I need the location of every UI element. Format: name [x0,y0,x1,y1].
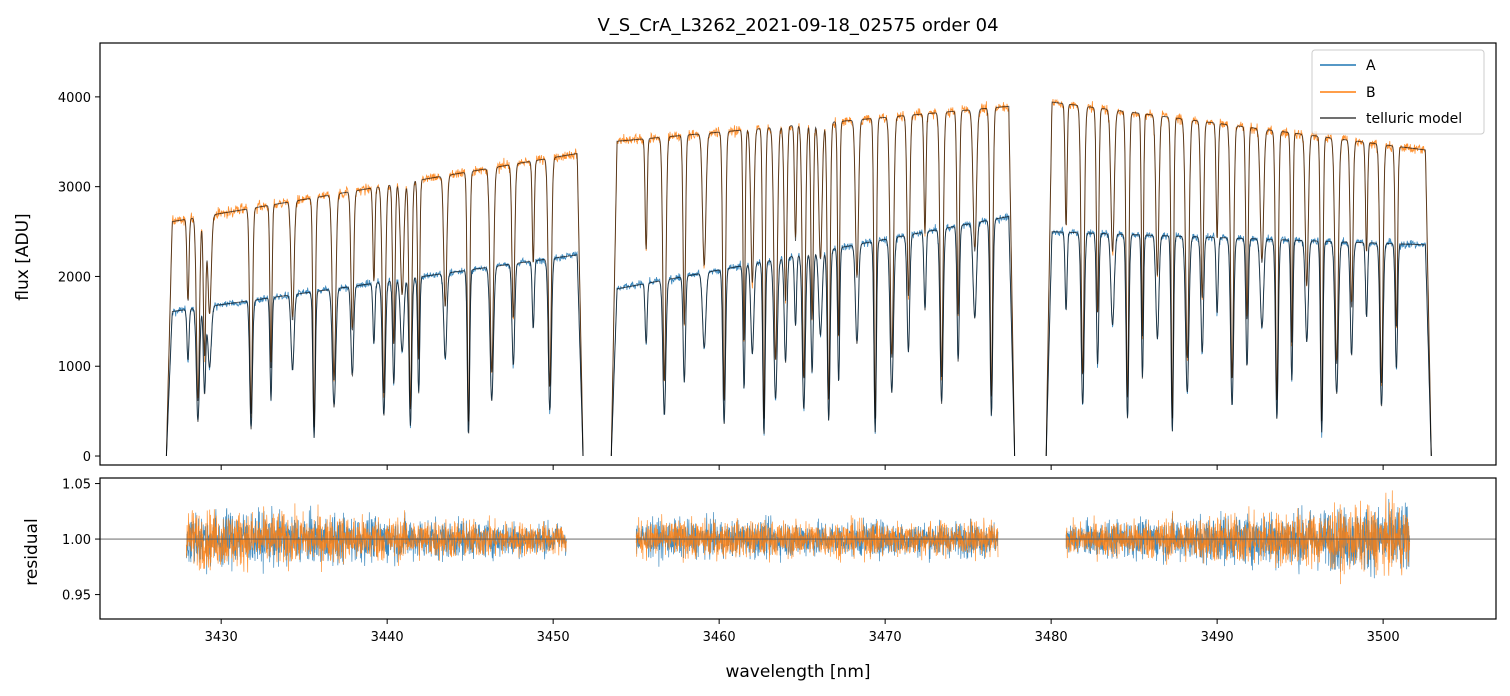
telluric-model-a-line [1045,231,1432,457]
y-tick-label: 1.00 [62,533,91,548]
x-tick-label: 3450 [537,630,570,645]
y-tick-label: 4000 [58,91,91,106]
telluric-model-a-line [165,254,584,457]
residual-b-line [185,503,567,573]
series-a-line [1045,226,1432,457]
flux-panel: 0 1000 2000 3000 4000 flux [ADU] A B telluri… [13,42,1497,470]
y-tick-label: 1000 [58,360,91,375]
legend-label-telluric: telluric model [1366,111,1462,127]
telluric-model-b-line [1045,101,1432,457]
residual-y-axis-label: residual [22,518,42,585]
y-tick-label: 2000 [58,270,91,285]
x-tick-label: 3500 [1367,630,1400,645]
flux-series-group [165,98,1432,457]
telluric-model-b-line [165,153,584,457]
legend-box [1311,49,1485,135]
x-tick-label: 3440 [371,630,404,645]
residual-x-ticks: 3430 3440 3450 3460 3470 3480 3490 3500 [205,619,1400,645]
legend-label-a: A [1366,58,1376,74]
x-tick-label: 3470 [869,630,902,645]
series-b-line [1045,98,1432,457]
chart-title: V_S_CrA_L3262_2021-09-18_02575 order 04 [597,15,998,36]
residual-b-line [635,514,999,563]
flux-x-ticks [220,465,1384,470]
residual-series-group [100,490,1496,585]
y-tick-label: 0 [83,450,91,465]
legend-label-b: B [1366,85,1376,101]
legend: A B telluric model [1311,49,1485,135]
residual-axes-frame [99,477,1497,620]
residual-b-line [1065,490,1411,585]
flux-y-axis-label: flux [ADU] [13,213,33,300]
x-tick-label: 3460 [703,630,736,645]
y-tick-label: 1.05 [62,478,91,493]
y-tick-label: 3000 [58,181,91,196]
residual-panel: 3430 3440 3450 3460 3470 3480 3490 3500 0.95 1.0… [22,477,1497,682]
x-tick-label: 3490 [1201,630,1234,645]
series-a-line [166,250,584,457]
telluric-model-a-line [610,215,1016,457]
flux-y-ticks: 0 1000 2000 3000 4000 [58,91,100,465]
x-tick-label: 3480 [1035,630,1068,645]
x-axis-label: wavelength [nm] [725,662,870,682]
x-tick-label: 3430 [205,630,238,645]
residual-y-ticks: 0.95 1.00 1.05 [62,478,100,604]
flux-axes-frame [99,42,1497,466]
y-tick-label: 0.95 [62,589,91,604]
telluric-model-b-line [610,105,1016,457]
series-b-line [166,148,584,457]
